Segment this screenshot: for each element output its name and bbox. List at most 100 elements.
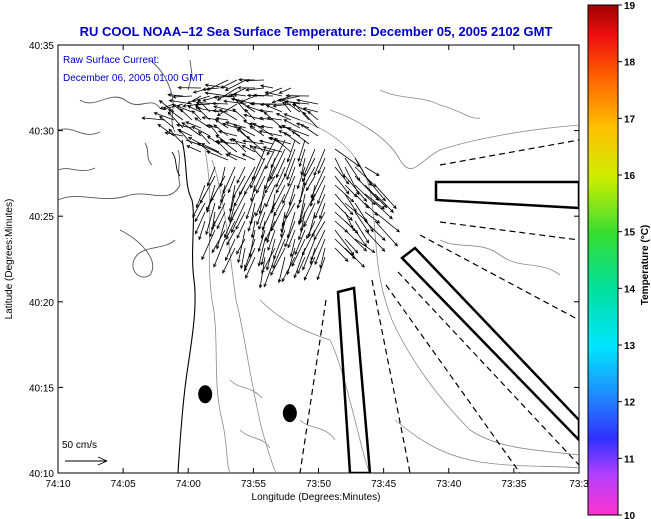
x-tick-label: 74:00 (176, 479, 201, 490)
current-vector (214, 119, 229, 129)
current-vector (364, 211, 381, 224)
current-vector (334, 202, 353, 221)
current-vector (284, 100, 310, 105)
current-vector (215, 116, 229, 121)
current-vector (334, 238, 356, 260)
current-vector (212, 202, 226, 228)
current-vector (222, 247, 236, 274)
current-vector (275, 113, 292, 121)
colorbar-tick-label: 12 (624, 398, 636, 409)
current-vector (272, 238, 286, 269)
current-vector (215, 139, 238, 145)
current-vector (271, 202, 286, 232)
current-vector (313, 148, 326, 177)
annotation-line-1: Raw Surface Current: (63, 55, 159, 66)
current-vector (300, 123, 319, 137)
current-vector (222, 166, 236, 195)
current-vector (186, 145, 202, 153)
current-vector (185, 121, 202, 129)
current-vector (302, 111, 319, 129)
current-vector (264, 91, 283, 97)
current-vector (226, 87, 247, 98)
current-vector (297, 256, 306, 275)
current-vector (239, 247, 246, 270)
current-vector (258, 130, 283, 137)
x-tick-label: 73:3 (569, 479, 589, 490)
current-vector (230, 193, 246, 222)
current-vector (228, 138, 247, 145)
current-vector (225, 220, 236, 241)
current-vector (273, 229, 286, 260)
current-vector (191, 126, 211, 137)
current-vector (168, 128, 184, 145)
current-vector (296, 98, 319, 105)
current-vector (256, 202, 266, 226)
current-vector (303, 202, 316, 228)
current-vector (227, 152, 247, 161)
current-vector (334, 175, 350, 195)
current-vector (191, 95, 211, 103)
current-vector (210, 175, 226, 202)
current-vector (196, 106, 220, 113)
x-axis-ticks: 74:10 74:05 74:00 73:55 73:50 73:45 73:40 73:35… (45, 45, 589, 490)
x-tick-label: 73:50 (306, 479, 331, 490)
current-vector (211, 229, 226, 254)
current-vector (334, 229, 355, 256)
current-vector (256, 175, 266, 194)
current-vector (259, 84, 274, 89)
current-vector (282, 175, 296, 205)
current-vector (334, 247, 349, 262)
annotation-line-2: December 06, 2005 01:00 GMT (63, 73, 204, 84)
current-vector (374, 193, 394, 213)
current-vector (225, 238, 236, 262)
current-vector (260, 124, 274, 129)
colorbar-tick-label: 18 (624, 58, 636, 69)
current-vector (267, 229, 276, 252)
current-vector (236, 238, 246, 255)
current-vector (168, 109, 184, 121)
current-vector (239, 166, 256, 196)
current-vector (317, 157, 326, 175)
current-vector (310, 229, 326, 261)
scale-label: 50 cm/s (62, 440, 97, 451)
current-vector (236, 220, 246, 239)
radar-beam-solid-3 (336, 286, 372, 473)
current-vector (194, 202, 206, 223)
x-tick-label: 74:05 (111, 479, 136, 490)
colorbar-tick-label: 14 (624, 284, 636, 295)
current-vector (194, 211, 206, 235)
current-vector (344, 175, 368, 202)
current-vector (314, 193, 326, 220)
current-vector (182, 103, 202, 108)
current-vector (253, 166, 266, 193)
current-vector (236, 166, 246, 184)
current-vector (226, 229, 236, 246)
x-axis-label: Longitude (Degrees:Minutes) (252, 492, 381, 503)
current-vector (255, 193, 266, 217)
current-vector (244, 247, 256, 272)
current-vector (281, 124, 301, 137)
current-vector (316, 256, 326, 281)
current-vector (334, 193, 354, 216)
colorbar-tick-label: 11 (624, 454, 635, 465)
current-vector (205, 202, 216, 236)
current-vector (272, 103, 292, 108)
current-vector (217, 130, 238, 137)
current-vector (252, 93, 274, 98)
current-vector (200, 143, 220, 153)
current-vector (344, 247, 365, 268)
current-vector (224, 79, 247, 91)
current-vector (216, 211, 226, 230)
colorbar-tick-label: 17 (624, 114, 636, 125)
radar-beams (299, 139, 579, 473)
current-vector (241, 153, 256, 161)
current-vector (302, 238, 316, 271)
current-vector (273, 193, 286, 217)
current-vector (213, 105, 238, 113)
current-vector (261, 247, 276, 274)
current-vector (364, 184, 388, 209)
current-vector (236, 86, 256, 90)
current-vector (227, 193, 236, 221)
current-vector (197, 142, 211, 153)
